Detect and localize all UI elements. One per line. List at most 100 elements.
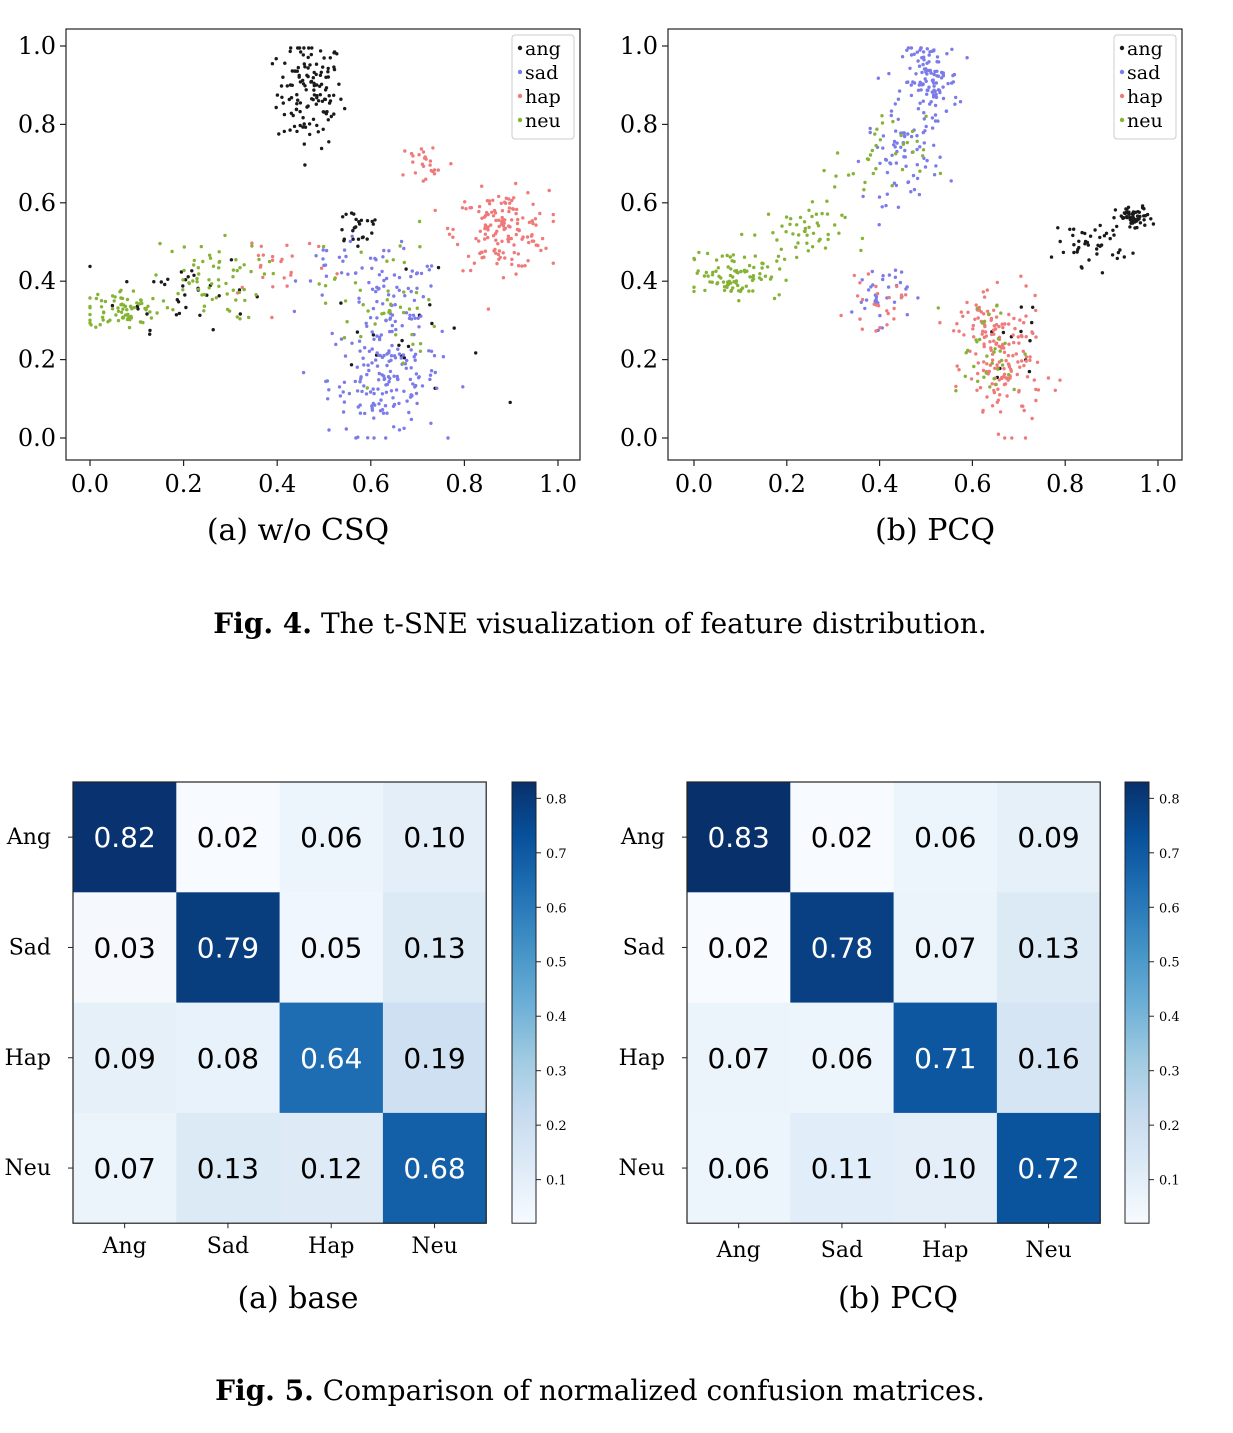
data-point-sad [918, 145, 922, 149]
data-point-neu [119, 288, 123, 292]
data-point-neu [732, 259, 736, 264]
data-point-hap [512, 243, 516, 247]
data-point-neu [207, 253, 212, 257]
data-point-sad [863, 306, 867, 311]
data-point-sad [397, 428, 402, 432]
data-point-sad [368, 316, 373, 320]
data-point-hap [1002, 346, 1006, 350]
subcaption-b: (b) PCQ [875, 513, 995, 548]
data-point-sad [415, 286, 419, 290]
data-point-neu [385, 259, 389, 263]
data-point-hap [997, 378, 1001, 382]
data-point-ang [310, 97, 314, 101]
data-point-hap [460, 206, 465, 210]
y-tick-label: 0.6 [18, 189, 56, 217]
data-point-hap [421, 150, 426, 154]
data-point-neu [1023, 352, 1027, 356]
subcaption-base: (a) base [237, 1281, 358, 1316]
data-point-neu [760, 261, 764, 265]
data-point-hap [491, 198, 495, 202]
data-point-sad [337, 255, 342, 259]
matrix-cell [996, 782, 1101, 893]
data-point-neu [144, 308, 148, 312]
data-point-ang [1095, 247, 1099, 251]
data-point-sad [886, 285, 891, 289]
data-point-ang [1071, 233, 1075, 238]
data-point-sad [321, 257, 325, 261]
matrix-cell [73, 1112, 177, 1224]
data-point-hap [472, 261, 477, 265]
data-point-neu [728, 255, 732, 259]
data-point-hap [1020, 359, 1024, 363]
data-point-ang [397, 343, 401, 347]
data-point-hap [1009, 369, 1013, 373]
cell-value: 0.07 [914, 931, 976, 964]
data-point-sad [906, 180, 911, 184]
data-point-hap [497, 249, 502, 253]
data-point-sad [358, 349, 362, 353]
data-point-sad [374, 358, 378, 362]
data-point-sad [405, 358, 409, 363]
data-point-neu [195, 276, 199, 281]
data-point-ang [332, 93, 336, 98]
data-point-hap [1030, 330, 1034, 334]
data-point-sad [380, 355, 385, 360]
data-point-sad [417, 375, 421, 379]
data-point-hap [990, 358, 995, 362]
data-point-hap [317, 244, 321, 249]
data-point-neu [257, 257, 261, 262]
data-point-neu [803, 226, 808, 231]
data-point-neu [125, 297, 130, 302]
data-point-sad [905, 285, 909, 289]
data-point-neu [165, 306, 170, 310]
colorbar-tick-label: 0.1 [1159, 1174, 1180, 1189]
data-point-sad [935, 60, 939, 64]
data-point-neu [98, 323, 102, 327]
data-point-neu [216, 278, 221, 282]
data-point-neu [938, 171, 943, 176]
data-point-hap [497, 257, 501, 261]
data-point-neu [343, 299, 348, 303]
data-point-hap [491, 214, 496, 218]
data-point-ang [1138, 214, 1142, 219]
data-point-ang [328, 56, 332, 60]
data-point-neu [191, 279, 195, 283]
data-point-sad [387, 380, 391, 384]
data-point-hap [413, 171, 418, 175]
data-point-sad [930, 116, 935, 120]
data-point-hap [1012, 316, 1016, 321]
x-tick-label: 0.0 [71, 470, 109, 498]
data-point-hap [1034, 398, 1038, 403]
data-point-sad [427, 268, 431, 272]
data-point-hap [480, 216, 484, 220]
data-point-neu [751, 277, 756, 281]
data-point-hap [516, 217, 520, 222]
data-point-hap [282, 276, 286, 280]
data-point-sad [905, 48, 909, 52]
data-point-hap [540, 236, 545, 241]
data-point-neu [873, 132, 877, 136]
cell-value: 0.08 [197, 1042, 259, 1075]
data-point-ang [1108, 236, 1112, 241]
data-point-hap [892, 306, 896, 311]
data-point-sad [429, 284, 433, 288]
data-point-ang [298, 101, 303, 105]
data-point-ang [356, 244, 360, 248]
data-point-neu [766, 212, 771, 216]
data-point-neu [238, 317, 242, 321]
data-point-ang [1119, 214, 1124, 218]
data-point-ang [321, 110, 325, 114]
data-point-sad [375, 334, 379, 338]
data-point-neu [181, 278, 185, 282]
data-point-neu [102, 311, 106, 315]
data-point-sad [341, 259, 345, 263]
data-point-hap [261, 275, 265, 280]
data-point-hap [520, 264, 524, 268]
data-point-neu [834, 174, 838, 178]
data-point-neu [88, 304, 92, 309]
subcaption-pcq: (b) PCQ [838, 1281, 958, 1316]
data-point-hap [499, 201, 503, 205]
data-point-neu [139, 298, 143, 303]
data-point-sad [951, 80, 956, 84]
x-tick-label: 1.0 [539, 470, 577, 498]
